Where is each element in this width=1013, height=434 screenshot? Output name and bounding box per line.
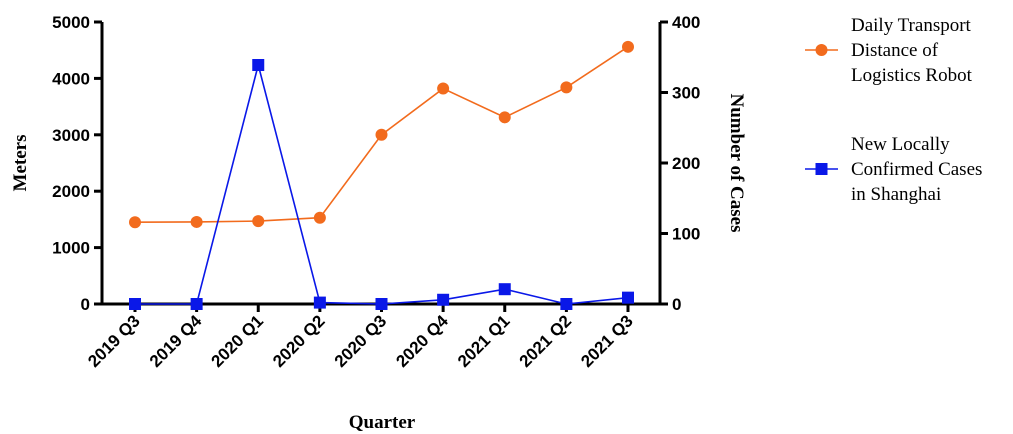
series-point-circle — [129, 216, 141, 229]
series-point-square — [313, 296, 326, 309]
left-y-axis-title: Meters — [10, 135, 31, 192]
left-y-tick-label: 4000 — [52, 69, 90, 88]
series-point-circle — [560, 81, 573, 94]
legend-swatch-square — [815, 163, 828, 175]
series-point-square — [190, 298, 203, 310]
legend-label: Logistics Robot — [851, 65, 973, 86]
x-tick-label: 2020 Q1 — [208, 311, 268, 371]
series-point-circle — [437, 82, 450, 95]
x-tick-label: 2019 Q3 — [84, 311, 144, 371]
right-y-tick-label: 0 — [672, 295, 681, 314]
left-y-tick-label: 2000 — [52, 182, 90, 201]
series-point-circle — [252, 215, 265, 228]
series-point-circle — [375, 128, 388, 141]
legend-label: Daily Transport — [851, 15, 972, 36]
series-point-square — [437, 293, 450, 306]
right-y-tick-label: 400 — [672, 13, 700, 32]
series-point-circle — [622, 40, 634, 53]
right-y-tick-label: 200 — [672, 154, 700, 173]
series-point-square — [375, 298, 388, 310]
x-tick-label: 2021 Q3 — [577, 311, 637, 371]
series-point-square — [498, 283, 511, 296]
legend-label: in Shanghai — [851, 184, 941, 205]
series-point-square — [252, 59, 265, 72]
series-point-square — [622, 291, 634, 304]
axes: 0 1000 2000 3000 4000 5000 0 100 200 300 400 2019 Q… — [52, 13, 700, 371]
legend-swatch-circle — [815, 44, 828, 56]
legend-label: Confirmed Cases — [851, 159, 982, 180]
legend-label: New Locally — [851, 134, 950, 155]
x-tick-label: 2019 Q4 — [146, 311, 206, 371]
series-line-1 — [135, 61, 629, 305]
right-y-tick-label: 300 — [672, 84, 700, 103]
legend-label: Distance of — [851, 40, 939, 61]
x-tick-label: 2021 Q1 — [454, 311, 514, 371]
series-point-circle — [498, 111, 511, 124]
left-y-tick-label: 3000 — [52, 126, 90, 145]
x-axis-title: Quarter — [349, 412, 416, 433]
right-y-tick-label: 100 — [672, 225, 700, 244]
left-y-tick-label: 5000 — [52, 13, 90, 32]
left-y-tick-label: 1000 — [52, 239, 90, 258]
series-point-circle — [313, 211, 326, 224]
x-tick-label: 2020 Q2 — [269, 311, 329, 371]
x-tick-label: 2020 Q4 — [392, 311, 452, 371]
series-point-square — [560, 298, 573, 310]
series-point-square — [129, 298, 141, 310]
x-tick-label: 2020 Q3 — [331, 311, 391, 371]
right-y-axis-title: Number of Cases — [726, 94, 747, 233]
x-tick-label: 2021 Q2 — [516, 311, 576, 371]
left-y-tick-label: 0 — [81, 295, 90, 314]
series-point-circle — [190, 215, 203, 228]
legend: Daily Transport Distance of Logistics Robo… — [805, 15, 982, 205]
series-layer — [129, 40, 634, 310]
